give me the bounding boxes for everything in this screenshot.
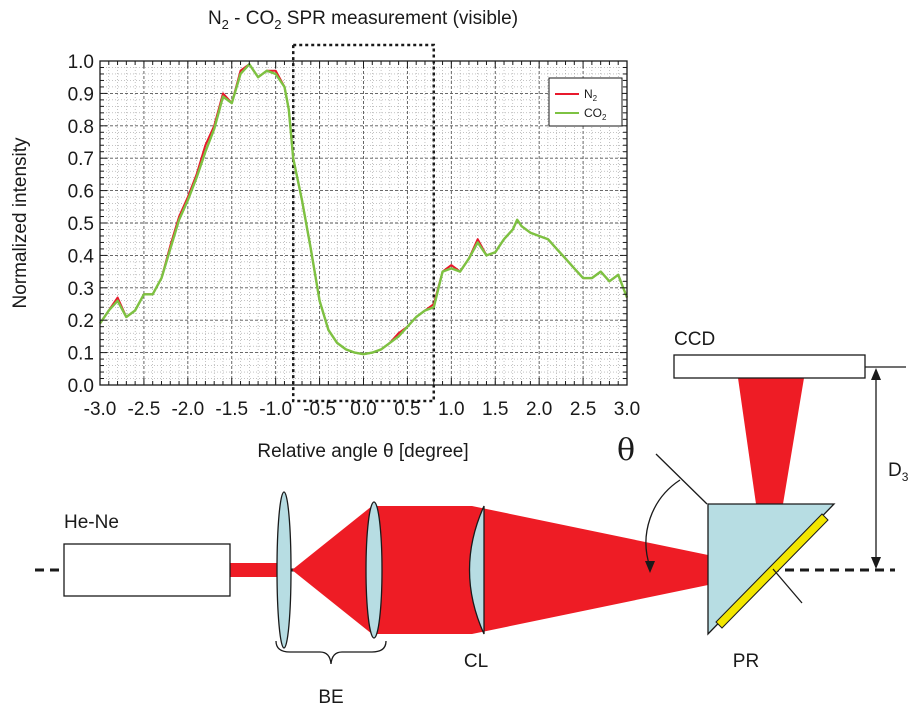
x-tick-labels: -3.0 -2.5 -2.0 -1.5 -1.0 -0.5 0.0 0.5 1.0 1.5 2.0 2… <box>84 399 641 420</box>
focused-beam <box>472 506 708 634</box>
series-layer <box>99 62 629 356</box>
y-tick-label: 0.1 <box>68 344 94 365</box>
angle-arrowhead <box>645 561 655 573</box>
y-tick-label: 0.0 <box>68 376 94 397</box>
axis-ticks <box>99 60 628 386</box>
x-tick-label: -1.5 <box>215 399 248 420</box>
optical-setup-diagram: He-Ne BE CL PR θ CCD D3 <box>35 329 909 708</box>
beam-expander-lens-2 <box>365 501 383 639</box>
collimated-beam <box>372 506 472 634</box>
y-tick-label: 0.8 <box>68 117 94 138</box>
legend-label-n2: N2 <box>584 87 598 103</box>
laser-label: He-Ne <box>64 512 119 533</box>
y-tick-label: 0.4 <box>68 246 95 267</box>
x-tick-label: 1.5 <box>482 399 508 420</box>
distance-label: D3 <box>888 460 909 484</box>
x-axis-label: Relative angle θ [degree] <box>257 441 468 462</box>
x-tick-label: 2.5 <box>570 399 596 420</box>
y-tick-label: 0.3 <box>68 279 94 300</box>
expanding-beam <box>292 506 372 634</box>
laser-beam <box>230 563 290 577</box>
y-tick-label: 0.9 <box>68 84 94 105</box>
prism-normal-line <box>772 568 803 604</box>
x-tick-label: -1.0 <box>259 399 292 420</box>
y-tick-label: 0.2 <box>68 311 94 332</box>
y-axis-label: Normalized intensity <box>10 137 31 309</box>
prism-label: PR <box>733 651 759 672</box>
highlight-box <box>291 43 436 403</box>
reflected-beam <box>738 378 804 504</box>
ccd-label: CCD <box>674 329 715 350</box>
x-tick-label: -2.5 <box>128 399 161 420</box>
distance-arrow-top <box>871 368 881 380</box>
beam-expander-lens-1 <box>276 491 292 649</box>
cylindrical-lens <box>468 505 485 635</box>
cylindrical-lens-label: CL <box>464 651 488 672</box>
grid-lines <box>99 60 628 386</box>
highlight-region <box>291 43 436 403</box>
y-tick-label: 0.7 <box>68 149 94 170</box>
y-tick-label: 0.6 <box>68 182 94 203</box>
distance-arrow-bottom <box>871 557 881 569</box>
plot-area: -3.0 -2.5 -2.0 -1.5 -1.0 -0.5 0.0 0.5 1.0 1.5 2.0 2… <box>68 43 641 420</box>
x-tick-label: 0.0 <box>350 399 376 420</box>
x-tick-label: 2.0 <box>526 399 552 420</box>
x-tick-label: -3.0 <box>84 399 117 420</box>
ccd-camera <box>673 354 866 379</box>
y-tick-label: 1.0 <box>68 52 94 73</box>
x-tick-label: 1.0 <box>438 399 464 420</box>
chart-title: N2 - CO2 SPR measurement (visible) <box>208 8 518 32</box>
beam-expander-label: BE <box>318 687 343 708</box>
angle-arc <box>645 479 681 568</box>
legend-label-co2: CO2 <box>584 106 607 122</box>
beam-expander-brace <box>275 640 387 665</box>
y-tick-labels: 0.0 0.1 0.2 0.3 0.4 0.5 0.6 0.7 0.8 0.9 1.0 <box>68 52 95 397</box>
angle-theta-symbol: θ <box>617 433 635 468</box>
series-line-co2 <box>99 62 629 356</box>
angle-reference-line <box>655 453 708 505</box>
x-tick-label: -0.5 <box>303 399 336 420</box>
x-tick-label: -2.0 <box>171 399 204 420</box>
y-tick-label: 0.5 <box>68 214 94 235</box>
he-ne-laser <box>63 543 231 597</box>
sensor-film <box>715 513 829 629</box>
x-tick-label: 3.0 <box>614 399 640 420</box>
legend-box <box>548 77 623 127</box>
x-tick-label: 0.5 <box>394 399 420 420</box>
legend: N2 CO2 <box>548 77 623 127</box>
